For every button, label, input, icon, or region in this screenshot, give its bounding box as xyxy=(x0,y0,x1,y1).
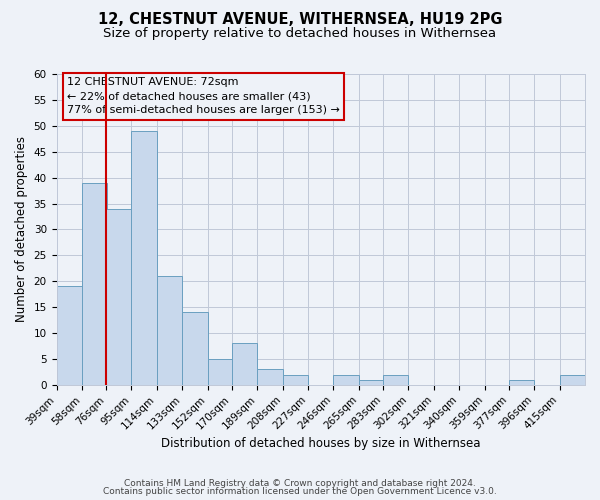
Bar xyxy=(56,286,82,385)
Bar xyxy=(383,374,409,385)
X-axis label: Distribution of detached houses by size in Withernsea: Distribution of detached houses by size … xyxy=(161,437,481,450)
Bar xyxy=(232,344,257,385)
Bar xyxy=(106,208,131,385)
Bar xyxy=(131,131,157,385)
Text: Size of property relative to detached houses in Withernsea: Size of property relative to detached ho… xyxy=(103,28,497,40)
Bar xyxy=(509,380,534,385)
Bar xyxy=(359,380,385,385)
Bar xyxy=(283,374,308,385)
Bar xyxy=(208,359,233,385)
Text: Contains HM Land Registry data © Crown copyright and database right 2024.: Contains HM Land Registry data © Crown c… xyxy=(124,478,476,488)
Bar xyxy=(157,276,182,385)
Bar xyxy=(257,370,283,385)
Bar xyxy=(334,374,359,385)
Bar xyxy=(182,312,208,385)
Y-axis label: Number of detached properties: Number of detached properties xyxy=(15,136,28,322)
Text: 12, CHESTNUT AVENUE, WITHERNSEA, HU19 2PG: 12, CHESTNUT AVENUE, WITHERNSEA, HU19 2P… xyxy=(98,12,502,28)
Bar xyxy=(560,374,585,385)
Text: Contains public sector information licensed under the Open Government Licence v3: Contains public sector information licen… xyxy=(103,487,497,496)
Bar xyxy=(82,183,107,385)
Text: 12 CHESTNUT AVENUE: 72sqm
← 22% of detached houses are smaller (43)
77% of semi-: 12 CHESTNUT AVENUE: 72sqm ← 22% of detac… xyxy=(67,77,340,115)
